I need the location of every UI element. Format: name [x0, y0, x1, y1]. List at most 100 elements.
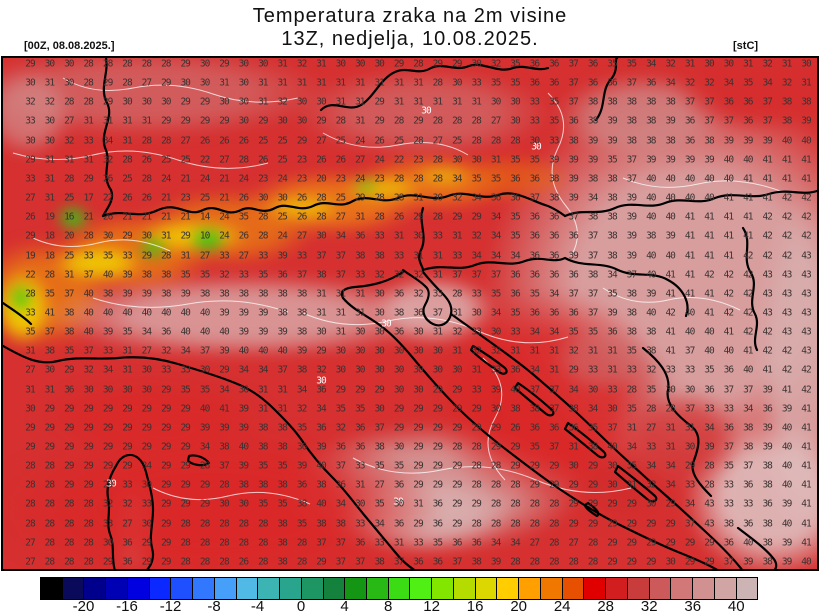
- temp-value: 38: [529, 403, 541, 415]
- temp-value: 37: [335, 556, 347, 568]
- temp-value: 30: [141, 479, 153, 491]
- colorbar-tick-label: 0: [296, 598, 306, 615]
- temp-value: 20: [64, 230, 75, 242]
- temp-value: 38: [646, 96, 657, 108]
- temp-value: 30: [432, 345, 444, 357]
- temp-value: 30: [684, 384, 696, 396]
- temp-value: 35: [510, 77, 521, 89]
- temp-value: 42: [781, 211, 793, 223]
- temp-value: 26: [122, 192, 133, 204]
- temp-value: 29: [471, 498, 482, 510]
- temp-value: 29: [684, 537, 696, 549]
- temp-value: 31: [258, 403, 269, 415]
- temp-value: 27: [529, 537, 541, 549]
- temp-value: 36: [549, 77, 560, 89]
- temp-value: 35: [64, 345, 75, 357]
- temp-value: 35: [607, 288, 618, 300]
- temp-value: 28: [296, 556, 308, 568]
- temp-value: 29: [374, 384, 385, 396]
- temp-value: 29: [122, 422, 133, 434]
- temp-value: 34: [490, 537, 502, 549]
- temp-value: 30: [393, 498, 405, 510]
- temp-value: 38: [258, 422, 269, 434]
- temp-value: 35: [568, 326, 579, 338]
- temp-value: 29: [665, 537, 676, 549]
- colorbar-cell: [649, 578, 672, 599]
- temp-value: 28: [452, 441, 463, 453]
- temp-value: 29: [568, 364, 579, 376]
- temp-value: 39: [781, 556, 793, 568]
- temp-value: 29: [684, 556, 696, 568]
- temp-value: 30: [413, 384, 424, 396]
- temp-value: 36: [743, 518, 754, 530]
- temp-value: 28: [549, 537, 560, 549]
- temp-value: 38: [277, 441, 288, 453]
- temp-value: 28: [83, 58, 94, 70]
- temp-value: 31: [374, 77, 385, 89]
- temp-value: 36: [335, 479, 347, 491]
- temp-value: 40: [781, 441, 793, 453]
- temp-value: 28: [432, 154, 444, 166]
- temp-value: 33: [529, 96, 541, 108]
- temp-value: 31: [452, 307, 463, 319]
- temp-value: 28: [529, 518, 541, 530]
- temp-value: 26: [258, 154, 269, 166]
- temp-value: 37: [626, 269, 638, 281]
- temp-value: 40: [743, 537, 754, 549]
- temp-value: 31: [25, 384, 36, 396]
- temp-value: 38: [316, 269, 327, 281]
- temp-value: 24: [355, 173, 366, 185]
- temp-value: 29: [607, 537, 618, 549]
- colorbar-cell: [41, 578, 63, 599]
- temp-value: 36: [568, 115, 579, 127]
- temp-value: 33: [141, 498, 153, 510]
- temp-value: 38: [102, 288, 114, 300]
- temp-value: 23: [258, 173, 269, 185]
- temp-value: 41: [723, 250, 735, 261]
- temp-value: 36: [549, 269, 560, 281]
- temp-value: 24: [355, 135, 366, 147]
- temp-value: 39: [180, 288, 191, 300]
- temp-value: 32: [219, 269, 230, 281]
- temp-value: 28: [161, 250, 172, 261]
- temp-value: 29: [161, 441, 172, 453]
- temp-value: 36: [510, 192, 521, 204]
- temp-value: 43: [801, 307, 812, 319]
- temp-value: 38: [161, 288, 172, 300]
- temp-value: 34: [141, 326, 153, 338]
- colorbar-cell: [171, 578, 194, 599]
- temp-value: 40: [781, 460, 793, 472]
- temp-value: 33: [684, 364, 696, 376]
- temp-value: 23: [296, 173, 308, 185]
- temp-value: 29: [161, 403, 172, 415]
- temp-value: 40: [684, 173, 696, 185]
- temp-value: 35: [510, 211, 521, 223]
- temp-value: 24: [277, 230, 288, 242]
- temp-value: 39: [704, 154, 715, 166]
- temp-value: 38: [723, 518, 735, 530]
- temp-value: 30: [374, 288, 385, 300]
- temp-value: 30: [471, 154, 482, 166]
- temp-value: 36: [529, 173, 541, 185]
- temp-value: 38: [626, 288, 638, 300]
- temp-value: 38: [587, 211, 599, 223]
- temp-value: 38: [374, 441, 385, 453]
- temp-value: 41: [781, 154, 793, 166]
- temp-value: 31: [471, 364, 482, 376]
- temp-value: 28: [238, 518, 250, 530]
- temp-value: 36: [646, 77, 657, 89]
- temp-value: 38: [743, 441, 754, 453]
- temp-value: 41: [801, 460, 812, 472]
- temp-value: 25: [122, 173, 133, 185]
- coastlines-layer: [3, 58, 817, 569]
- temp-value: 40: [646, 269, 657, 281]
- temp-value: 36: [529, 58, 541, 70]
- temp-value: 42: [743, 326, 754, 338]
- temp-value: 40: [743, 154, 754, 166]
- temp-value: 36: [413, 556, 424, 568]
- temp-value: 41: [762, 173, 773, 185]
- temp-value: 39: [238, 326, 250, 338]
- temp-value: 40: [781, 518, 793, 530]
- temp-value: 38: [646, 326, 657, 338]
- temp-value: 40: [646, 250, 657, 261]
